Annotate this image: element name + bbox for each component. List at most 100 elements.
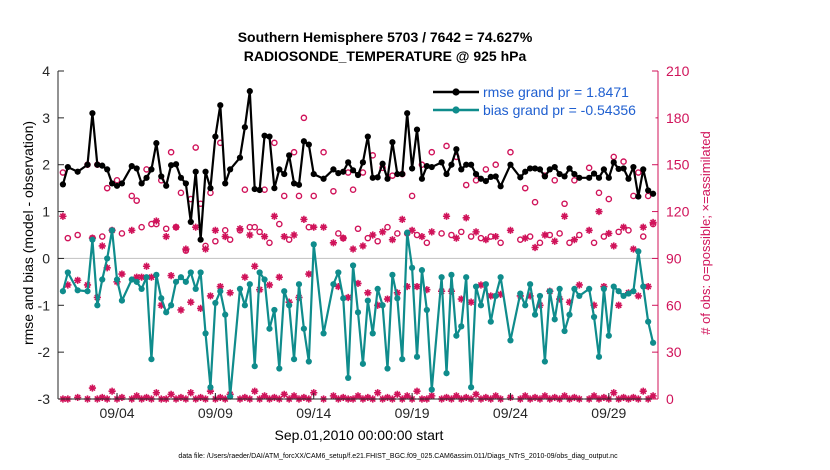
y-tick-label-right: 210 <box>666 63 690 79</box>
rmse-data-point <box>59 181 67 188</box>
possible-obs-marker <box>443 142 450 150</box>
assimilated-obs-marker <box>521 392 529 400</box>
y-axis-label-right: # of obs: o=possible; ×=assimilated <box>698 131 713 334</box>
x-tick-label: 09/19 <box>395 405 430 421</box>
possible-obs-marker <box>212 237 219 245</box>
rmse-data-point <box>148 166 155 173</box>
y-tick-label-left: 4 <box>42 63 50 79</box>
rmse-data-point <box>615 165 622 173</box>
assimilated-obs-marker <box>482 236 490 244</box>
bias-data-point <box>605 332 612 339</box>
possible-obs-marker <box>103 184 111 192</box>
assimilated-obs-marker <box>374 389 382 397</box>
bias-data-point <box>448 271 455 278</box>
rmse-data-point <box>133 165 140 172</box>
rmse-data-point <box>290 180 298 187</box>
rmse-data-point <box>74 168 81 175</box>
rmse-data-point <box>340 168 347 175</box>
assimilated-obs-marker <box>251 262 259 270</box>
possible-obs-marker <box>615 228 622 236</box>
rmse-data-point <box>605 174 612 181</box>
bias-data-point <box>128 276 135 283</box>
assimilated-obs-marker <box>506 226 515 234</box>
assimilated-obs-marker <box>118 393 126 402</box>
bias-data-point <box>630 288 637 295</box>
legend: rmse grand pr = 1.8471 bias grand pr = -… <box>426 82 656 124</box>
bias-data-point <box>522 302 529 309</box>
rmse-data-point <box>108 180 116 187</box>
bias-data-point <box>266 325 273 332</box>
rmse-data-point <box>561 173 568 180</box>
possible-obs-marker <box>605 195 613 203</box>
assimilated-obs-marker <box>142 262 151 270</box>
possible-obs-marker <box>64 234 72 242</box>
rmse-data-point <box>482 178 489 185</box>
rmse-data-point <box>536 166 544 173</box>
rmse-data-point <box>143 174 150 181</box>
rmse-data-point <box>310 170 317 178</box>
rmse-data-point <box>571 170 578 178</box>
possible-obs-marker <box>531 198 539 206</box>
rmse-data-point <box>359 159 367 166</box>
possible-obs-marker <box>290 148 298 156</box>
bias-data-point <box>192 285 199 292</box>
possible-obs-marker <box>639 233 647 240</box>
assimilated-obs-marker <box>359 242 367 250</box>
rmse-data-point <box>522 168 529 175</box>
rmse-data-point <box>320 175 327 182</box>
bias-data-point <box>261 276 268 283</box>
assimilated-obs-marker <box>472 390 480 398</box>
assimilated-obs-marker <box>388 236 397 244</box>
rmse-data-point <box>413 126 421 133</box>
possible-obs-marker <box>438 230 445 237</box>
possible-obs-marker <box>394 230 401 237</box>
assimilated-obs-marker <box>133 273 141 281</box>
assimilated-obs-marker <box>280 390 288 398</box>
assimilated-obs-marker <box>246 231 254 239</box>
bias-data-point <box>379 302 386 309</box>
assimilated-obs-marker <box>251 387 259 395</box>
possible-obs-marker <box>610 153 618 161</box>
y-tick-label-left: 3 <box>42 110 50 126</box>
assimilated-obs-marker <box>177 306 185 314</box>
assimilated-obs-marker <box>531 393 539 402</box>
assimilated-obs-marker <box>236 225 244 233</box>
assimilated-obs-marker <box>634 292 642 300</box>
rmse-data-point <box>118 180 126 187</box>
assimilated-obs-marker <box>74 393 82 402</box>
rmse-data-point <box>261 132 268 139</box>
possible-obs-marker <box>384 223 391 231</box>
bias-data-point <box>453 332 460 339</box>
bias-data-point <box>463 274 470 281</box>
possible-obs-marker <box>521 184 529 192</box>
assimilated-obs-marker <box>462 393 470 402</box>
assimilated-obs-marker <box>644 282 652 291</box>
rmse-data-point <box>172 161 180 168</box>
rmse-data-point <box>99 162 106 169</box>
rmse-data-point <box>645 187 652 194</box>
assimilated-obs-marker <box>575 281 583 289</box>
assimilated-obs-marker <box>260 232 269 241</box>
possible-obs-marker <box>280 192 288 200</box>
bias-data-point <box>286 302 293 309</box>
rmse-data-point <box>576 174 583 181</box>
assimilated-obs-marker <box>290 392 298 400</box>
bias-data-point <box>517 290 524 297</box>
assimilated-obs-marker <box>226 289 234 297</box>
possible-obs-marker <box>320 148 327 156</box>
possible-obs-marker <box>364 234 372 242</box>
possible-obs-marker <box>644 192 652 200</box>
rmse-data-point <box>227 166 234 173</box>
bias-data-point <box>256 269 263 276</box>
rmse-data-point <box>241 124 248 131</box>
assimilated-obs-marker <box>600 393 608 402</box>
rmse-data-point <box>541 173 548 180</box>
assimilated-obs-marker <box>167 390 175 398</box>
rmse-data-point <box>610 159 617 166</box>
assimilated-obs-marker <box>551 237 559 245</box>
possible-obs-marker <box>256 228 263 236</box>
assimilated-obs-marker <box>619 223 628 231</box>
y-tick-label-left: -1 <box>38 297 51 313</box>
assimilated-obs-marker <box>334 282 342 291</box>
assimilated-obs-marker <box>369 231 377 239</box>
